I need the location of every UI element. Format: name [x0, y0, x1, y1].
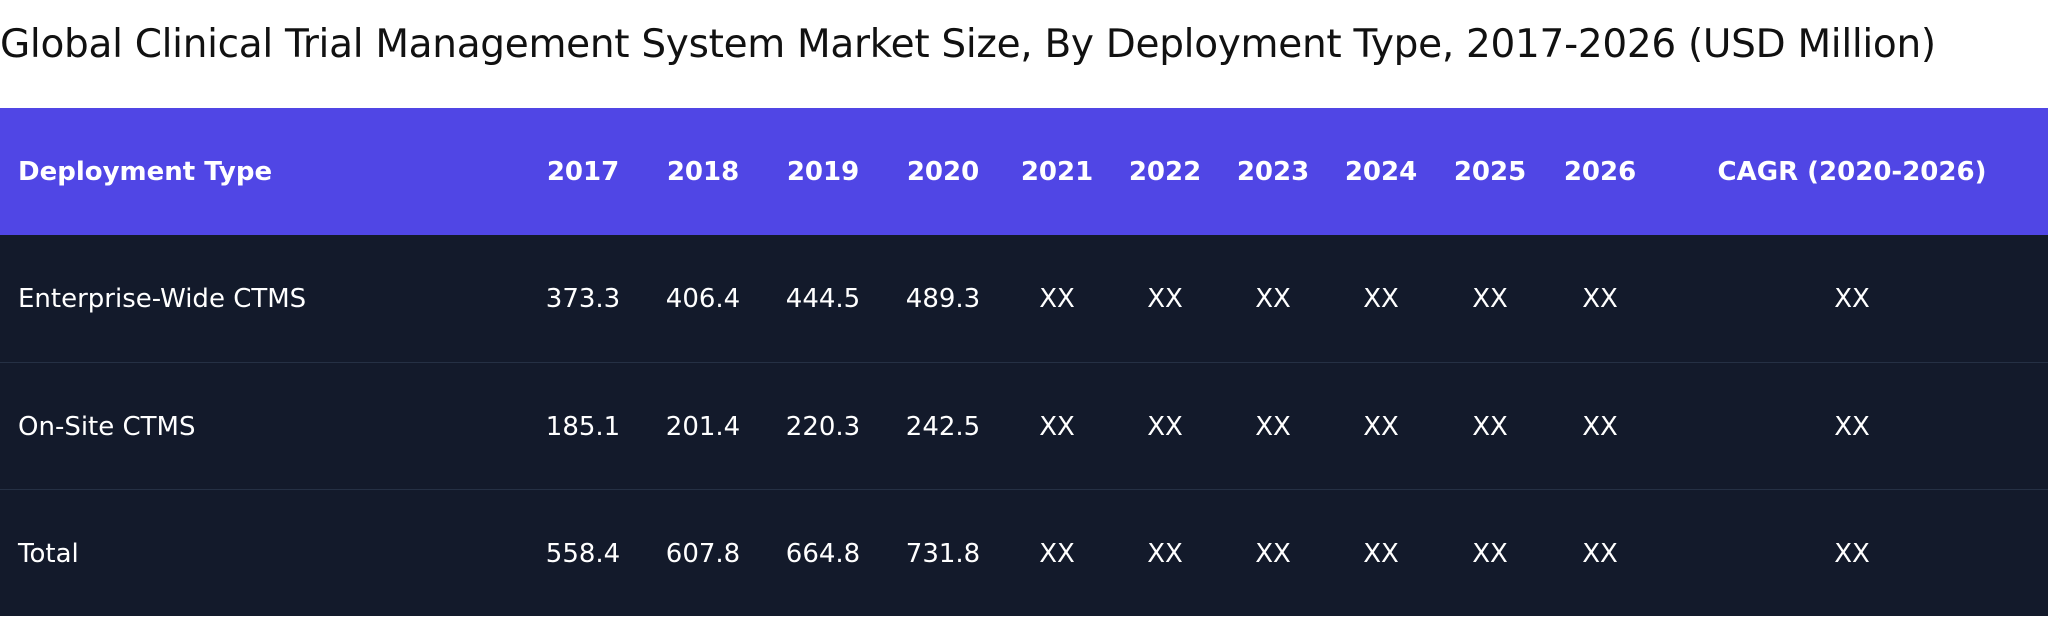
cell-value: XX — [1834, 283, 1870, 314]
cell-value: XX — [1363, 283, 1399, 314]
row-label: Total — [18, 538, 79, 569]
cell-value: 607.8 — [665, 538, 741, 569]
cell-value: 664.8 — [785, 538, 861, 569]
cell-value: 201.4 — [665, 411, 741, 442]
cell-value: XX — [1255, 411, 1291, 442]
cell-value: 2024 — [1344, 156, 1418, 187]
cell-value: XX — [1472, 411, 1508, 442]
cell-value: 2026 — [1563, 156, 1637, 187]
data-table: Deployment Type 2017 2018 2019 2020 2021 2022 2… — [0, 108, 2048, 616]
cell-value: 444.5 — [785, 283, 861, 314]
cell-value: CAGR (2020-2026) — [1717, 156, 1987, 187]
cell-value: 489.3 — [905, 283, 981, 314]
cell-value: 731.8 — [905, 538, 981, 569]
cell-value: XX — [1039, 283, 1075, 314]
cell-value: XX — [1363, 538, 1399, 569]
cell-value: 2021 — [1020, 156, 1094, 187]
table-title: Global Clinical Trial Management System … — [0, 22, 1936, 67]
cell-value: XX — [1039, 411, 1075, 442]
cell-value: XX — [1582, 538, 1618, 569]
cell-value: 220.3 — [785, 411, 861, 442]
row-label: Deployment Type — [18, 156, 273, 187]
cell-value: 2019 — [786, 156, 860, 187]
row-label: Enterprise-Wide CTMS — [18, 283, 307, 314]
cell-value: 2018 — [666, 156, 740, 187]
table-row: Enterprise-Wide CTMS 373.3 406.4 444.5 489.3… — [0, 235, 2048, 362]
cell-value: XX — [1472, 538, 1508, 569]
cell-value: XX — [1039, 538, 1075, 569]
cell-value: XX — [1363, 411, 1399, 442]
cell-value: XX — [1147, 411, 1183, 442]
cell-value: 2020 — [906, 156, 980, 187]
cell-value: 373.3 — [545, 283, 621, 314]
cell-value: XX — [1582, 411, 1618, 442]
cell-value: XX — [1834, 411, 1870, 442]
row-label: On-Site CTMS — [18, 411, 196, 442]
table-row: Total 558.4 607.8 664.8 731.8 XX XX XX XX XX XX XX — [0, 489, 2048, 617]
cell-value: 2025 — [1453, 156, 1527, 187]
cell-value: XX — [1255, 283, 1291, 314]
header-row: Deployment Type 2017 2018 2019 2020 2021 2022 2… — [0, 108, 2048, 235]
table-row: On-Site CTMS 185.1 201.4 220.3 242.5 XX XX XX XX… — [0, 362, 2048, 490]
cell-value: XX — [1472, 283, 1508, 314]
cell-value: XX — [1582, 283, 1618, 314]
cell-value: XX — [1147, 538, 1183, 569]
cell-value: XX — [1834, 538, 1870, 569]
cell-value: XX — [1147, 283, 1183, 314]
cell-value: 242.5 — [905, 411, 981, 442]
cell-value: 406.4 — [665, 283, 741, 314]
cell-value: 185.1 — [545, 411, 621, 442]
cell-value: 2022 — [1128, 156, 1202, 187]
cell-value: XX — [1255, 538, 1291, 569]
cell-value: 2017 — [546, 156, 620, 187]
cell-value: 2023 — [1236, 156, 1310, 187]
cell-value: 558.4 — [545, 538, 621, 569]
